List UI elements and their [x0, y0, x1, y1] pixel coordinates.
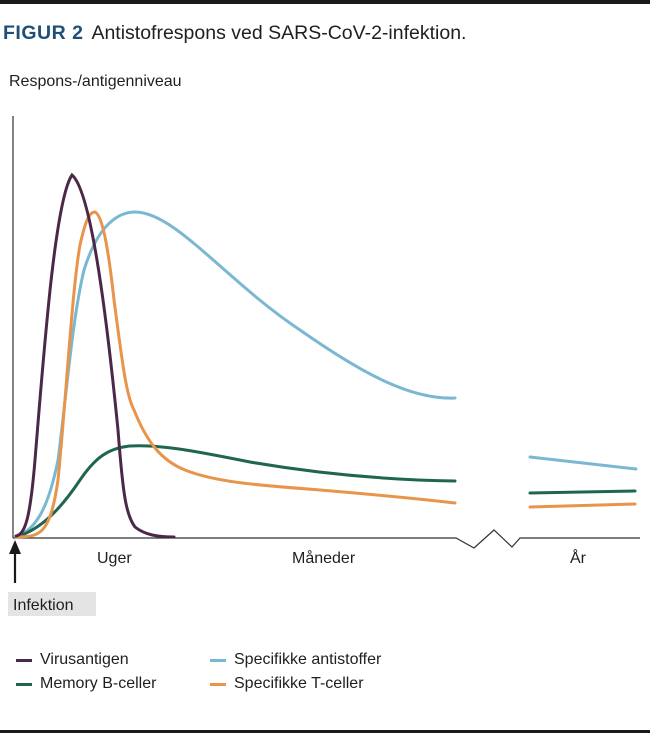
- bottom-rule: [0, 730, 650, 733]
- x-axis-line: [13, 529, 640, 549]
- legend-label: Specifikke T-celler: [234, 675, 364, 692]
- legend-item-virusantigen: Virusantigen: [16, 651, 129, 669]
- infection-label: Infektion: [13, 597, 73, 614]
- series-line: [14, 172, 176, 539]
- y-axis-label: Respons-/antigenniveau: [9, 73, 182, 90]
- legend-swatch: [210, 658, 226, 662]
- figure-title: FIGUR 2 Antistofrespons ved SARS-CoV-2-in…: [3, 22, 466, 45]
- axes: [12, 116, 640, 549]
- legend-item-specifikke-antistoffer: Specifikke antistoffer: [210, 651, 381, 669]
- figure-caption: Antistofrespons ved SARS-CoV-2-infektion…: [91, 22, 467, 44]
- legend-item-specifikke-t-celler: Specifikke T-celler: [210, 675, 364, 693]
- series-line: [14, 210, 457, 539]
- legend-swatch: [16, 682, 32, 686]
- legend-swatch: [210, 682, 226, 686]
- series-line-continuation: [528, 489, 637, 495]
- chart: Respons-/antigenniveau Uger Måneder År I…: [8, 73, 640, 616]
- series-specifikke-antistoffer: [14, 210, 638, 539]
- series-virusantigen: [14, 172, 176, 539]
- series-line: [14, 210, 457, 539]
- infection-marker: Infektion: [8, 540, 96, 616]
- series-line: [14, 444, 457, 539]
- figure-label: FIGUR 2: [3, 22, 84, 44]
- legend-label: Virusantigen: [40, 651, 129, 668]
- legend-item-memory-b-celler: Memory B-celler: [16, 675, 156, 693]
- infection-label-background: [8, 592, 96, 616]
- legend-label: Specifikke antistoffer: [234, 651, 382, 668]
- series-line-continuation: [528, 502, 637, 509]
- top-rule: [0, 0, 650, 4]
- x-section-label-months: Måneder: [292, 549, 356, 567]
- series-line-continuation: [528, 455, 638, 471]
- series-specifikke-t-celler: [14, 210, 637, 539]
- x-section-label-weeks: Uger: [97, 550, 132, 567]
- infection-arrowhead-icon: [9, 540, 21, 554]
- legend-swatch: [16, 658, 32, 662]
- x-section-label-years: År: [570, 548, 587, 567]
- series-layer: [14, 172, 638, 539]
- legend-label: Memory B-celler: [40, 675, 157, 692]
